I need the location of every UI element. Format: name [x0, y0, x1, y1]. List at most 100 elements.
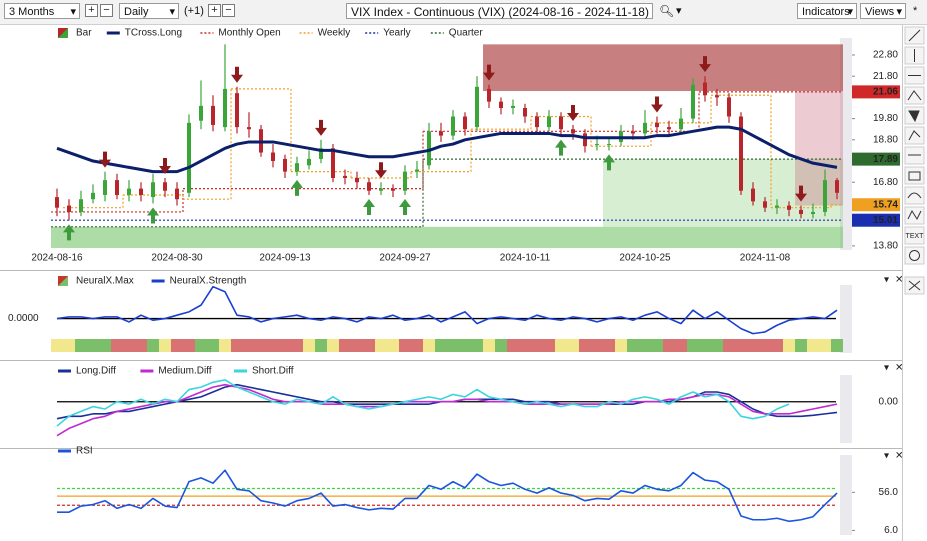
- price-tag-label: 21.06: [873, 87, 898, 98]
- x-tick-label: 2024-11-08: [740, 253, 791, 264]
- state-cell: [351, 339, 363, 352]
- state-cell: [615, 339, 627, 352]
- tool-icon: [908, 110, 920, 123]
- legend-label: TCross.Long: [125, 28, 182, 39]
- state-cell: [327, 339, 339, 352]
- candle-body: [559, 116, 563, 130]
- candle-body: [283, 158, 287, 172]
- legend-label: NeuralX.Max: [76, 276, 134, 287]
- pane-collapse[interactable]: ▾: [884, 275, 889, 286]
- pane-controls: ▾ ✕ ▾ ✕ ▾ ✕: [884, 275, 903, 462]
- pane-collapse[interactable]: ▾: [884, 363, 889, 374]
- y-tick-label: 21.80: [873, 71, 898, 82]
- legend-label: RSI: [76, 446, 93, 457]
- candle-body: [727, 97, 731, 117]
- candle-body: [223, 88, 227, 128]
- candle-body: [751, 188, 755, 202]
- x-tick-label: 2024-10-25: [619, 253, 671, 264]
- state-cell: [675, 339, 687, 352]
- pane-collapse[interactable]: ▾: [884, 451, 889, 462]
- tool-button[interactable]: [904, 86, 925, 105]
- candle-body: [247, 127, 251, 130]
- candle-body: [91, 192, 95, 200]
- pane-close[interactable]: ✕: [895, 275, 903, 286]
- candle-body: [463, 116, 467, 130]
- zoom-in[interactable]: +: [85, 4, 98, 17]
- candle-body: [511, 105, 515, 108]
- canvas: [0, 25, 902, 541]
- state-cell: [603, 339, 615, 352]
- legend-label: Yearly: [383, 28, 410, 39]
- sell-arrow: [231, 66, 243, 83]
- state-cell: [255, 339, 267, 352]
- price-tag-label: 15.74: [873, 199, 898, 210]
- indicator-line: [56, 379, 790, 427]
- state-cell: [495, 339, 507, 352]
- tool-button[interactable]: [904, 186, 925, 205]
- state-cell: [651, 339, 663, 352]
- interval-select[interactable]: Daily ▾: [119, 3, 179, 19]
- title-dropdown[interactable]: ▾: [676, 5, 682, 17]
- price-tag: [852, 198, 900, 212]
- tool-button[interactable]: [904, 126, 925, 145]
- favorite[interactable]: *: [913, 5, 918, 17]
- candle-body: [667, 127, 671, 130]
- buy-arrow: [603, 154, 615, 171]
- candle-body: [787, 205, 791, 210]
- sell-arrow: [795, 185, 807, 202]
- candle-body: [355, 178, 359, 183]
- candle-body: [535, 116, 539, 128]
- symbol-title[interactable]: VIX Index - Continuous (VIX) (2024-08-16…: [346, 3, 653, 19]
- candle-body: [415, 169, 419, 172]
- tool-button[interactable]: [904, 166, 925, 185]
- y-tick-label: 18.80: [873, 134, 898, 145]
- tool-button[interactable]: [904, 246, 925, 265]
- state-cell: [771, 339, 783, 352]
- pane-close[interactable]: ✕: [895, 451, 903, 462]
- candle-body: [103, 180, 107, 195]
- buy-arrow: [291, 179, 303, 196]
- sell-arrow: [315, 119, 327, 136]
- candle-body: [643, 122, 647, 134]
- candle-body: [115, 180, 119, 195]
- interval-text: Daily: [124, 6, 149, 18]
- offset-minus[interactable]: −: [222, 4, 235, 17]
- state-cell: [483, 339, 495, 352]
- indicators-menu[interactable]: Indicators ▾: [797, 3, 857, 19]
- offset: (+1): [184, 5, 204, 17]
- state-cell: [219, 339, 231, 352]
- state-cell: [447, 339, 459, 352]
- toolbar: 3 Months ▾ + − Daily ▾ (+1) + − VIX Index …: [0, 0, 927, 25]
- candle-body: [775, 205, 779, 208]
- state-cell: [399, 339, 411, 352]
- range-select[interactable]: 3 Months ▾: [4, 3, 80, 19]
- state-cell: [147, 339, 159, 352]
- candle-body: [343, 175, 347, 178]
- buy-arrow: [363, 198, 375, 215]
- candle-body: [487, 88, 491, 102]
- y-tick-label: 13.80: [873, 241, 898, 252]
- candle-body: [319, 148, 323, 159]
- candle-body: [391, 188, 395, 191]
- offset-plus[interactable]: +: [208, 4, 221, 17]
- x-tick-label: 2024-08-16: [31, 253, 83, 264]
- x-tick-label: 2024-09-27: [379, 253, 431, 264]
- state-cell: [795, 339, 807, 352]
- search-icon[interactable]: 🔍︎: [659, 4, 675, 18]
- state-cell: [567, 339, 579, 352]
- tool-button[interactable]: [904, 226, 925, 245]
- sell-arrow: [699, 56, 711, 73]
- y-tick-label: 6.0: [884, 525, 898, 536]
- drawing-tools: TEXT: [904, 26, 925, 295]
- pane-close[interactable]: ✕: [895, 363, 903, 374]
- candle-body: [55, 197, 59, 208]
- x-tick-label: 2024-08-30: [151, 253, 203, 264]
- candle-body: [235, 93, 239, 128]
- state-cell: [279, 339, 291, 352]
- sell-arrow: [375, 162, 387, 179]
- y-tick-label: 0.0000: [8, 313, 39, 324]
- views-menu[interactable]: Views ▾: [860, 3, 906, 19]
- zoom-out[interactable]: −: [100, 4, 113, 17]
- tool-icon: [909, 250, 920, 261]
